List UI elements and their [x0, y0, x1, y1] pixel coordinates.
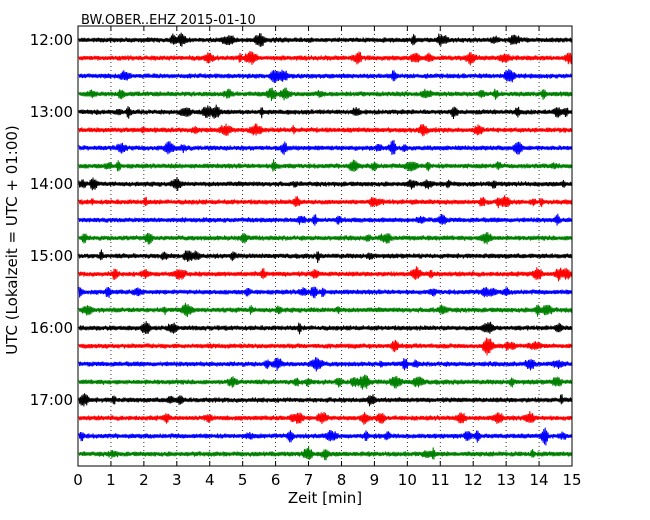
x-tick-label: 13	[497, 471, 516, 489]
seismic-trace	[79, 393, 572, 406]
seismic-trace	[79, 195, 572, 208]
seismic-trace	[79, 214, 572, 226]
chart-title: BW.OBER..EHZ 2015-01-10	[81, 13, 256, 28]
y-tick-label: 15:00	[30, 247, 73, 265]
seismic-trace	[79, 338, 572, 356]
seismic-trace	[79, 428, 572, 446]
y-tick-label: 14:00	[30, 175, 73, 193]
seismic-trace	[79, 88, 572, 101]
x-tick-label: 5	[238, 471, 248, 489]
y-tick-label: 13:00	[30, 103, 73, 121]
seismic-trace	[79, 69, 572, 83]
x-tick-label: 8	[337, 471, 347, 489]
seismic-trace	[79, 357, 572, 371]
seismic-traces	[79, 33, 572, 461]
seismic-trace	[79, 250, 572, 264]
x-tick-label: 4	[205, 471, 215, 489]
seismic-trace	[79, 411, 572, 425]
x-tick-label: 9	[370, 471, 380, 489]
seismic-trace	[79, 446, 572, 460]
x-tick-label: 10	[398, 471, 417, 489]
x-tick-label: 14	[530, 471, 549, 489]
seismic-trace	[79, 266, 572, 281]
seismic-trace	[79, 105, 572, 119]
x-tick-label: 7	[304, 471, 314, 489]
seismic-trace	[79, 303, 572, 317]
x-axis-title: Zeit [min]	[288, 489, 362, 507]
seismic-trace	[79, 321, 572, 334]
seismic-trace	[79, 140, 572, 155]
seismic-trace	[79, 287, 572, 299]
x-tick-label: 0	[73, 471, 83, 489]
seismic-trace	[79, 33, 572, 47]
x-tick-label: 15	[562, 471, 581, 489]
y-tick-label: 16:00	[30, 319, 73, 337]
y-axis-title: UTC (Lokalzeit = UTC + 01:00)	[3, 125, 21, 355]
x-tick-label: 12	[464, 471, 483, 489]
x-tick-label: 2	[139, 471, 149, 489]
seismic-trace	[79, 51, 572, 65]
y-tick-label: 17:00	[30, 391, 73, 409]
seismic-trace	[79, 177, 572, 191]
seismic-trace	[79, 159, 572, 172]
seismic-trace	[79, 232, 572, 244]
x-tick-label: 3	[172, 471, 182, 489]
x-tick-label: 11	[431, 471, 450, 489]
x-tick-label: 6	[271, 471, 281, 489]
seismic-trace	[79, 124, 572, 137]
seismic-trace	[79, 375, 572, 390]
x-tick-label: 1	[106, 471, 116, 489]
y-tick-label: 12:00	[30, 31, 73, 49]
